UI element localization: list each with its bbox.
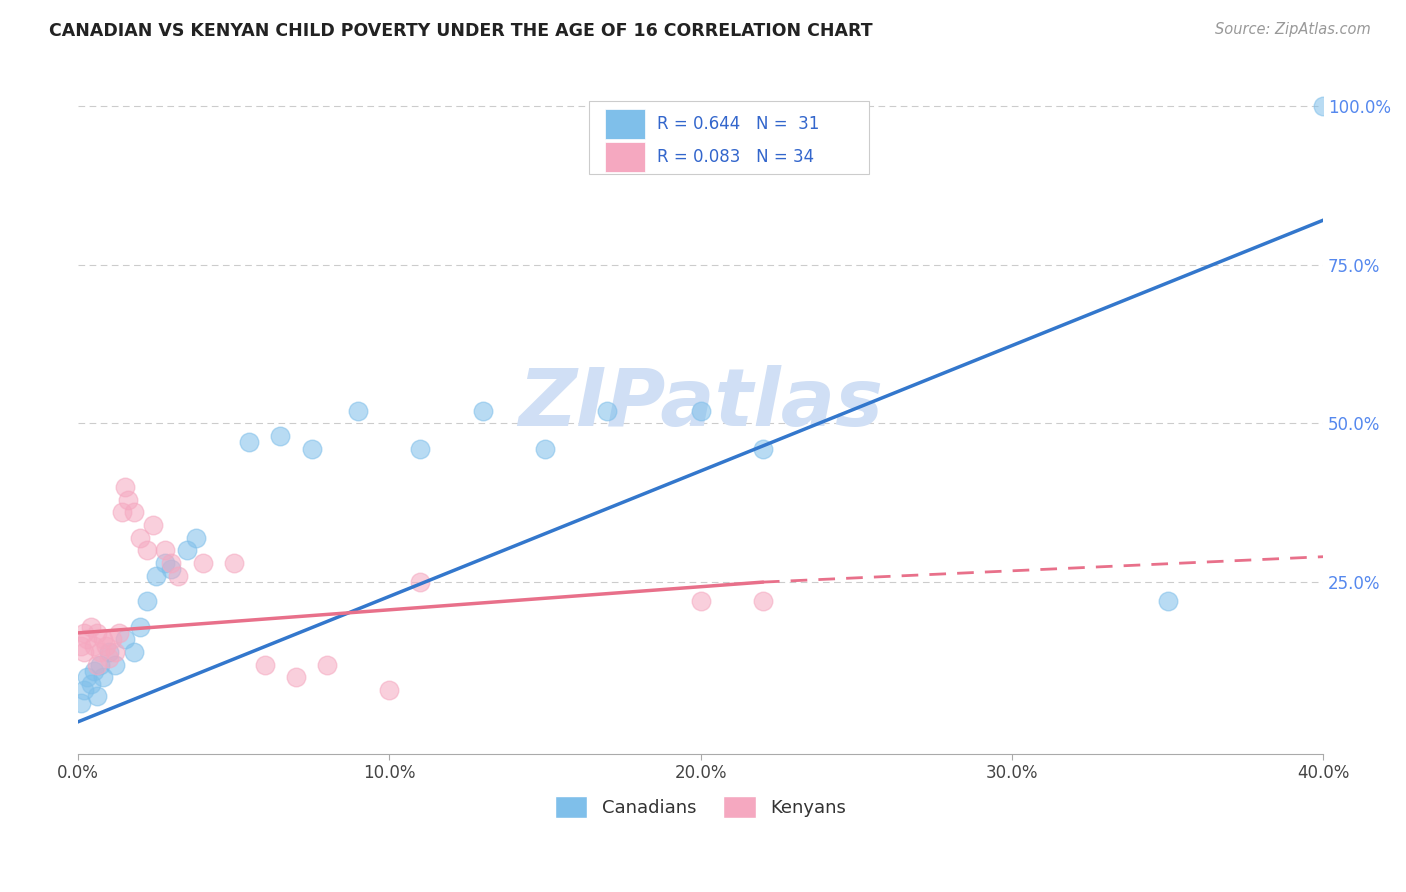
Text: CANADIAN VS KENYAN CHILD POVERTY UNDER THE AGE OF 16 CORRELATION CHART: CANADIAN VS KENYAN CHILD POVERTY UNDER T… bbox=[49, 22, 873, 40]
FancyBboxPatch shape bbox=[589, 101, 869, 174]
Point bbox=[73, 626, 96, 640]
Point bbox=[117, 492, 139, 507]
Point bbox=[347, 403, 370, 417]
Point bbox=[160, 556, 183, 570]
FancyBboxPatch shape bbox=[605, 143, 644, 172]
Point bbox=[285, 670, 308, 684]
Point bbox=[89, 645, 111, 659]
Point bbox=[70, 696, 93, 710]
Point bbox=[91, 670, 114, 684]
Point bbox=[86, 626, 108, 640]
Point bbox=[471, 403, 494, 417]
Point bbox=[98, 651, 121, 665]
Point bbox=[145, 568, 167, 582]
Point bbox=[98, 645, 121, 659]
Point bbox=[114, 480, 136, 494]
Text: Source: ZipAtlas.com: Source: ZipAtlas.com bbox=[1215, 22, 1371, 37]
Point bbox=[142, 518, 165, 533]
Point bbox=[101, 632, 124, 647]
Point bbox=[409, 575, 432, 590]
Point bbox=[176, 543, 198, 558]
Point bbox=[301, 442, 323, 456]
Point bbox=[689, 594, 711, 608]
Point bbox=[534, 442, 557, 456]
Point bbox=[752, 442, 775, 456]
Point bbox=[114, 632, 136, 647]
Point bbox=[122, 505, 145, 519]
Point bbox=[107, 626, 129, 640]
Point bbox=[596, 403, 619, 417]
Point bbox=[160, 562, 183, 576]
Point bbox=[135, 594, 157, 608]
Point bbox=[378, 683, 401, 698]
Point bbox=[111, 505, 134, 519]
Point bbox=[79, 676, 101, 690]
Point bbox=[155, 543, 177, 558]
Point bbox=[689, 403, 711, 417]
Point bbox=[1156, 594, 1178, 608]
Point bbox=[186, 531, 208, 545]
Point bbox=[238, 435, 260, 450]
Point bbox=[222, 556, 245, 570]
Text: ZIPatlas: ZIPatlas bbox=[519, 366, 883, 443]
Point bbox=[1312, 99, 1334, 113]
Point bbox=[86, 690, 108, 704]
Point bbox=[104, 657, 127, 672]
Point bbox=[76, 670, 98, 684]
Point bbox=[73, 683, 96, 698]
Point bbox=[73, 645, 96, 659]
Text: R = 0.644   N =  31: R = 0.644 N = 31 bbox=[657, 115, 820, 133]
Point bbox=[94, 639, 117, 653]
Point bbox=[89, 657, 111, 672]
Point bbox=[409, 442, 432, 456]
Point bbox=[129, 531, 152, 545]
Point bbox=[752, 594, 775, 608]
FancyBboxPatch shape bbox=[605, 109, 644, 138]
Point bbox=[104, 645, 127, 659]
Point bbox=[316, 657, 339, 672]
Point bbox=[166, 568, 188, 582]
Point bbox=[83, 639, 105, 653]
Point bbox=[79, 619, 101, 633]
Point bbox=[155, 556, 177, 570]
Point bbox=[86, 657, 108, 672]
Point bbox=[91, 632, 114, 647]
Text: R = 0.083   N = 34: R = 0.083 N = 34 bbox=[657, 148, 814, 166]
Legend: Canadians, Kenyans: Canadians, Kenyans bbox=[548, 789, 853, 825]
Point bbox=[135, 543, 157, 558]
Point bbox=[191, 556, 214, 570]
Point bbox=[269, 429, 291, 443]
Point bbox=[83, 664, 105, 678]
Point bbox=[70, 639, 93, 653]
Point bbox=[122, 645, 145, 659]
Point bbox=[129, 619, 152, 633]
Point bbox=[76, 632, 98, 647]
Point bbox=[253, 657, 276, 672]
